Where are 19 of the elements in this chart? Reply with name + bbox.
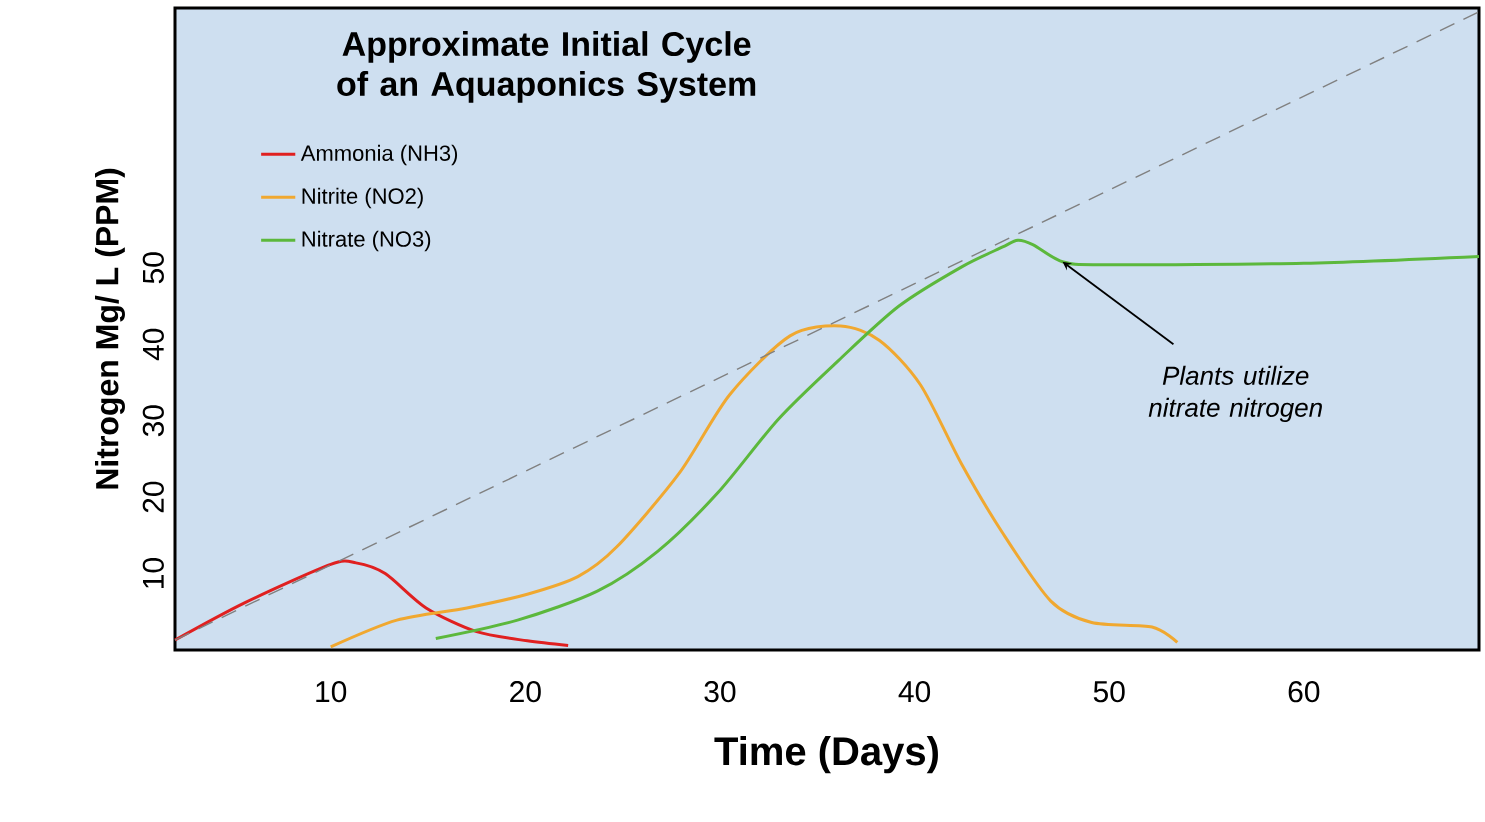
y-tick-label: 50 [142, 252, 164, 284]
y-axis-title: Nitrogen Mg/ L (PPM) [95, 168, 125, 489]
x-tick-label: 40 [898, 681, 931, 703]
y-tick-label: 30 [142, 405, 164, 437]
x-tick-label: 60 [1288, 681, 1320, 703]
x-tick-label: 30 [704, 681, 736, 703]
x-tick-label: 50 [1093, 681, 1125, 703]
legend-label: Ammonia (NH3) [300, 144, 458, 166]
x-tick-label: 10 [316, 681, 347, 703]
legend-label: Nitrite (NO2) [302, 187, 423, 209]
x-tick-label: 20 [510, 681, 541, 703]
text: Approximate Initial Cycle of an Aquaponics System [337, 31, 756, 103]
y-tick-label: 20 [142, 481, 164, 513]
line-series [434, 238, 1481, 641]
x-axis-title: Time (Days) [714, 736, 938, 774]
y-tick-label: 10 [142, 558, 164, 588]
legend-label: Nitrate (NO3) [302, 230, 431, 252]
y-tick-label: 40 [142, 328, 164, 361]
annotation: Plants utilize nitrate nitrogen [1148, 365, 1322, 423]
